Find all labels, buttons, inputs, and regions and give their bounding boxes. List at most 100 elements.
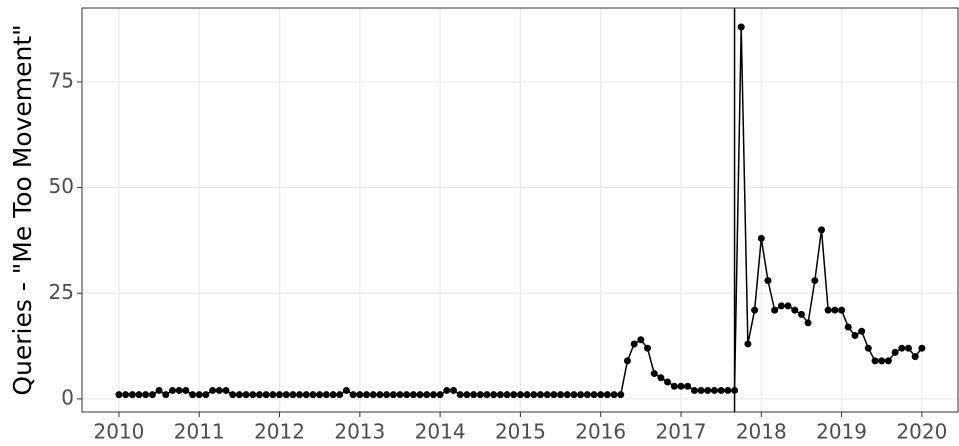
y-tick-label: 50	[49, 174, 74, 198]
x-tick-label: 2011	[174, 420, 225, 444]
point	[142, 391, 150, 399]
point	[710, 386, 718, 394]
point	[771, 306, 779, 314]
point	[322, 391, 330, 399]
point	[751, 306, 759, 314]
point	[202, 391, 210, 399]
point	[309, 391, 317, 399]
point	[175, 386, 183, 394]
point	[162, 391, 170, 399]
point	[824, 306, 832, 314]
y-axis-label: Queries - "Me Too Movement"	[8, 24, 37, 395]
point	[677, 382, 685, 390]
x-tick-label: 2016	[575, 420, 626, 444]
point	[510, 391, 518, 399]
point	[884, 357, 892, 365]
point	[737, 23, 745, 31]
point	[650, 370, 658, 378]
x-tick-label: 2012	[254, 420, 305, 444]
point	[329, 391, 337, 399]
point	[362, 391, 370, 399]
point	[637, 336, 645, 344]
point	[664, 378, 672, 386]
point	[456, 391, 464, 399]
point	[644, 344, 652, 352]
point	[590, 391, 598, 399]
plot-border	[81, 7, 959, 413]
point	[356, 391, 364, 399]
point	[543, 391, 551, 399]
point	[838, 306, 846, 314]
y-tick-label: 25	[49, 280, 74, 304]
x-tick-label: 2018	[736, 420, 787, 444]
point	[296, 391, 304, 399]
x-tick-label: 2020	[896, 420, 947, 444]
point	[209, 386, 217, 394]
point	[229, 391, 237, 399]
point	[603, 391, 611, 399]
point	[490, 391, 498, 399]
point	[262, 391, 270, 399]
x-tick-label: 2013	[334, 420, 385, 444]
point	[536, 391, 544, 399]
point	[811, 277, 819, 285]
point	[443, 386, 451, 394]
point	[550, 391, 558, 399]
x-tick-label: 2019	[816, 420, 867, 444]
point	[429, 391, 437, 399]
point	[409, 391, 417, 399]
point	[516, 391, 524, 399]
point	[784, 302, 792, 310]
point	[617, 391, 625, 399]
point	[597, 391, 605, 399]
point	[242, 391, 250, 399]
point	[349, 391, 357, 399]
point	[403, 391, 411, 399]
point	[342, 386, 350, 394]
point	[563, 391, 571, 399]
point	[168, 386, 176, 394]
point	[389, 391, 397, 399]
point	[503, 391, 511, 399]
point	[851, 332, 859, 340]
point	[724, 386, 732, 394]
point	[577, 391, 585, 399]
point	[155, 386, 163, 394]
point	[369, 391, 377, 399]
point	[731, 386, 739, 394]
y-tick-label: 0	[61, 385, 74, 409]
point	[684, 382, 692, 390]
point	[831, 306, 839, 314]
point	[115, 391, 123, 399]
point	[871, 357, 879, 365]
point	[122, 391, 130, 399]
point	[496, 391, 504, 399]
point	[483, 391, 491, 399]
point	[416, 391, 424, 399]
point	[764, 277, 772, 285]
point	[844, 323, 852, 331]
point	[476, 391, 484, 399]
point	[215, 386, 223, 394]
point	[282, 391, 290, 399]
x-tick-label: 2015	[495, 420, 546, 444]
point	[697, 386, 705, 394]
point	[704, 386, 712, 394]
point	[276, 391, 284, 399]
point	[858, 327, 866, 335]
point	[316, 391, 324, 399]
point	[396, 391, 404, 399]
point	[583, 391, 591, 399]
point	[135, 391, 143, 399]
point	[289, 391, 297, 399]
point	[470, 391, 478, 399]
point	[336, 391, 344, 399]
x-tick-label: 2010	[93, 420, 144, 444]
point	[570, 391, 578, 399]
point	[195, 391, 203, 399]
point	[630, 340, 638, 348]
point	[757, 234, 765, 242]
point	[657, 374, 665, 382]
point	[864, 344, 872, 352]
